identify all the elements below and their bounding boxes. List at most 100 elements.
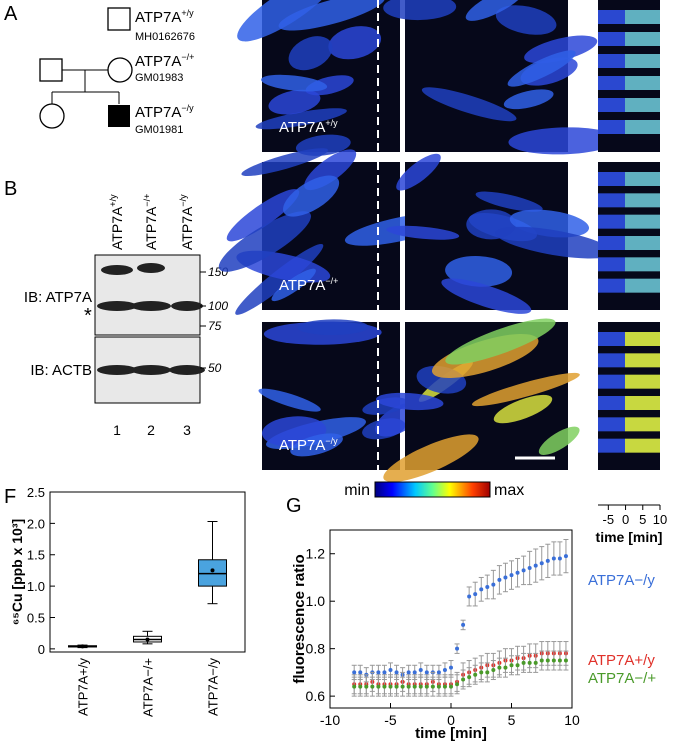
mean bbox=[145, 637, 150, 642]
colorbar-max: max bbox=[494, 482, 524, 499]
label-sup: −/+ bbox=[142, 194, 152, 207]
label-sup: +/y bbox=[108, 194, 118, 207]
kymo-band bbox=[625, 214, 660, 229]
kymo-band bbox=[625, 438, 660, 453]
data-point bbox=[442, 668, 447, 673]
data-point bbox=[527, 565, 532, 570]
data-point bbox=[545, 658, 550, 663]
data-point bbox=[563, 554, 568, 559]
data-point bbox=[503, 575, 508, 580]
kymo-band bbox=[625, 396, 660, 410]
cell bbox=[493, 394, 553, 424]
y-tick-label: 0.5 bbox=[27, 610, 45, 625]
marker-label: 50 bbox=[208, 361, 222, 375]
panel-label: F bbox=[4, 486, 16, 508]
cell bbox=[271, 268, 316, 302]
data-point bbox=[388, 684, 393, 689]
data-point bbox=[479, 670, 484, 675]
data-point bbox=[533, 660, 538, 665]
data-point bbox=[436, 684, 441, 689]
kymo-band bbox=[598, 32, 625, 46]
cell bbox=[465, 0, 526, 21]
y-tick-label: 1.0 bbox=[27, 579, 45, 594]
kymo-band bbox=[598, 417, 625, 432]
data-point bbox=[412, 684, 417, 689]
row-label: IB: ATP7A bbox=[24, 289, 92, 306]
data-point bbox=[521, 660, 526, 665]
cell bbox=[297, 319, 369, 336]
mean bbox=[80, 644, 85, 649]
cell bbox=[290, 433, 343, 457]
cell bbox=[268, 89, 321, 115]
blot-band bbox=[97, 365, 137, 375]
kymo-band bbox=[598, 172, 625, 186]
panel-label: A bbox=[4, 3, 18, 25]
kymo-band bbox=[625, 172, 660, 186]
cell bbox=[255, 108, 347, 130]
genotype-label: ATP7A−/+ bbox=[279, 276, 338, 294]
data-point bbox=[449, 665, 453, 670]
kymo-band bbox=[598, 120, 625, 134]
x-axis-label: time [min] bbox=[415, 725, 487, 742]
member-id: GM01983 bbox=[135, 72, 183, 84]
mean bbox=[210, 568, 215, 573]
kymo-band bbox=[598, 10, 625, 24]
kymo-band bbox=[598, 193, 625, 208]
kymo-band bbox=[625, 193, 660, 208]
cell bbox=[241, 148, 329, 177]
y-tick-label: 2.5 bbox=[27, 485, 45, 500]
label-base: ATP7A bbox=[279, 437, 325, 454]
legend-label: ATP7A−/y bbox=[588, 572, 655, 589]
cell bbox=[226, 189, 300, 242]
x-tick-label: 10 bbox=[564, 712, 580, 728]
y-axis-label: ⁶⁵Cu [ppb x 10³] bbox=[9, 519, 25, 625]
data-point bbox=[376, 684, 381, 689]
data-point bbox=[418, 668, 423, 673]
data-point bbox=[503, 665, 508, 670]
kymo-band bbox=[625, 236, 660, 250]
blot-band bbox=[101, 265, 133, 275]
data-point bbox=[497, 577, 502, 582]
data-point bbox=[485, 584, 490, 589]
kymo-band bbox=[625, 54, 660, 68]
cell bbox=[375, 392, 444, 411]
x-tick-label: -10 bbox=[320, 712, 340, 728]
cell bbox=[218, 211, 312, 272]
member-id: MH0162676 bbox=[135, 31, 195, 43]
data-point bbox=[557, 556, 562, 561]
data-point bbox=[424, 684, 429, 689]
legend-label: ATP7A+/y bbox=[588, 652, 655, 669]
data-point bbox=[412, 670, 417, 675]
data-point bbox=[539, 658, 544, 663]
data-point bbox=[449, 684, 453, 689]
cell bbox=[441, 278, 532, 314]
data-point bbox=[352, 684, 357, 689]
panel-label: B bbox=[4, 178, 17, 200]
y-tick-label: 2.0 bbox=[27, 516, 45, 531]
kymo-band bbox=[598, 396, 625, 410]
kymo-band bbox=[625, 98, 660, 112]
cell bbox=[445, 318, 556, 365]
cell bbox=[261, 74, 328, 92]
data-point bbox=[388, 668, 393, 673]
data-point bbox=[455, 646, 460, 651]
cell bbox=[383, 434, 479, 482]
member-label: ATP7A+/y bbox=[135, 8, 194, 26]
lane-number: 1 bbox=[113, 422, 121, 438]
x-tick-label: 0 bbox=[447, 712, 455, 728]
kymo-band bbox=[625, 278, 660, 293]
data-point bbox=[467, 675, 472, 680]
cell bbox=[421, 87, 517, 122]
data-point bbox=[352, 670, 357, 675]
data-point bbox=[473, 672, 478, 677]
y-tick-label: 0.8 bbox=[306, 641, 326, 657]
cell bbox=[288, 36, 333, 71]
cell bbox=[495, 5, 557, 35]
plot-frame bbox=[49, 491, 246, 653]
asterisk: * bbox=[84, 305, 92, 327]
colorbar bbox=[374, 481, 491, 498]
kymo-band bbox=[625, 332, 660, 346]
genotype-label: ATP7A−/y bbox=[279, 436, 338, 454]
blot-band bbox=[97, 301, 137, 311]
